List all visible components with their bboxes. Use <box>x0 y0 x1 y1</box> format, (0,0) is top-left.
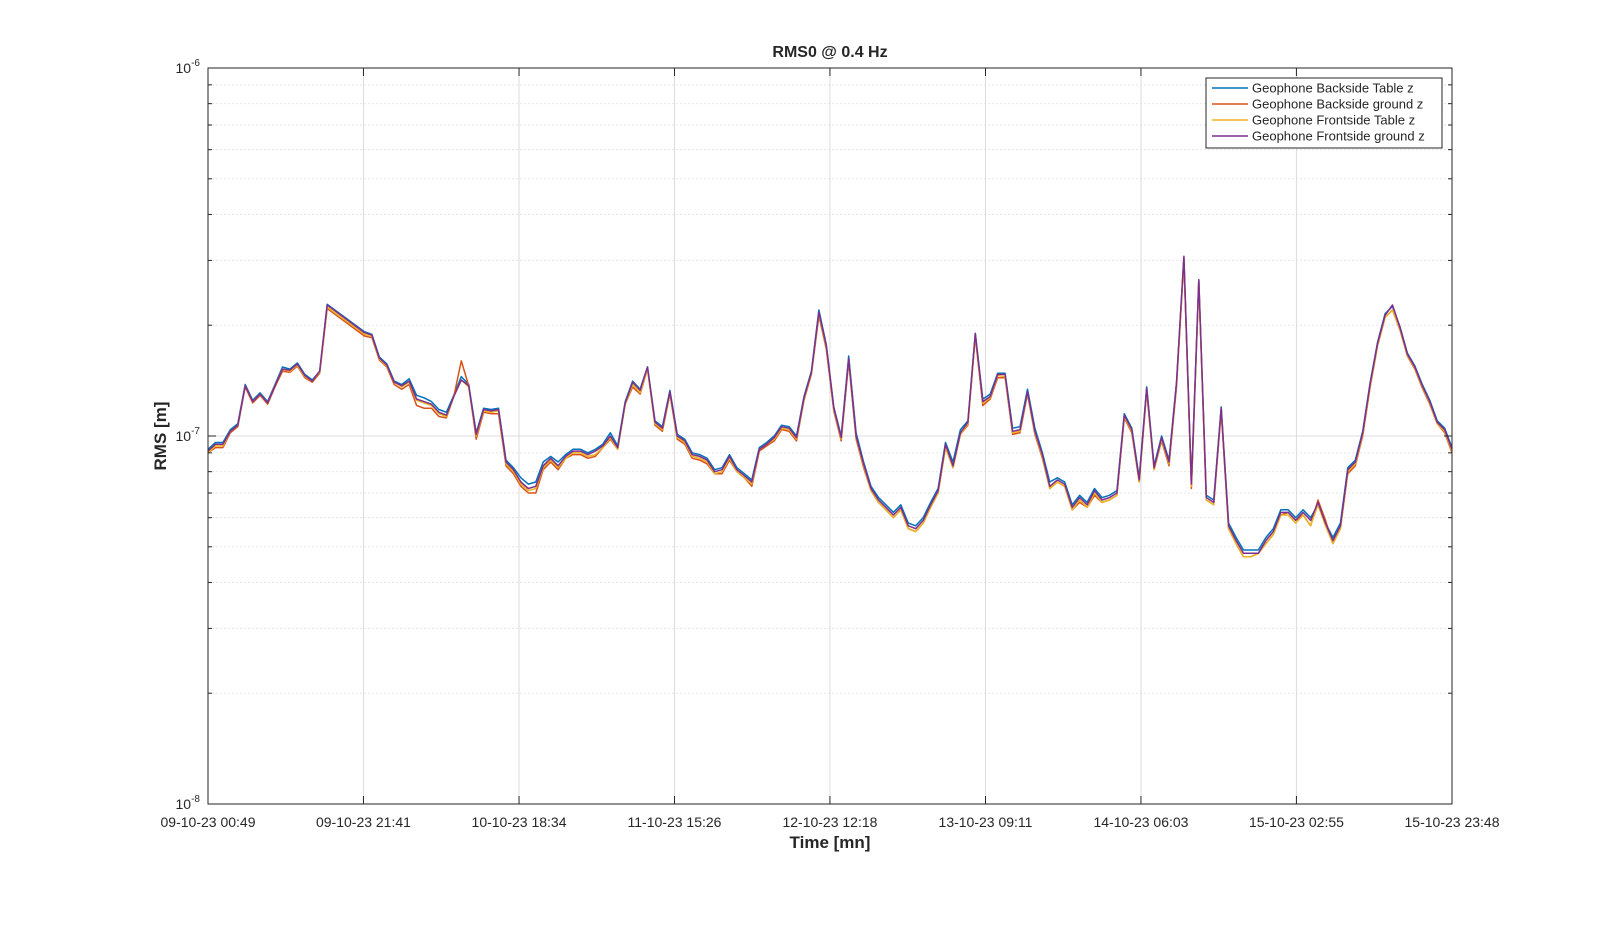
y-tick-label: 10-6 <box>176 58 201 76</box>
y-tick-exponent: -8 <box>191 794 200 805</box>
axis-ticks <box>207 67 1453 805</box>
series-line-4 <box>207 255 1453 555</box>
y-tick-exponent: -7 <box>191 426 200 437</box>
x-tick-label: 14-10-23 06:03 <box>1093 814 1188 830</box>
y-tick-base: 10 <box>176 428 192 444</box>
x-tick-label: 09-10-23 21:41 <box>316 814 411 830</box>
x-tick-label: 13-10-23 09:11 <box>939 814 1033 830</box>
grid <box>207 67 1453 805</box>
chart-title: RMS0 @ 0.4 Hz <box>772 44 887 61</box>
y-tick-exponent: -6 <box>191 58 200 69</box>
x-axis-label: Time [mn] <box>790 833 871 852</box>
legend-label-3: Geophone Frontside Table z <box>1252 113 1415 128</box>
y-tick-label: 10-7 <box>176 426 201 444</box>
x-tick-label: 09-10-23 00:49 <box>161 814 256 830</box>
legend-label-2: Geophone Backside ground z <box>1252 97 1423 112</box>
y-tick-labels: 10-810-710-6 <box>176 58 201 812</box>
y-tick-base: 10 <box>176 60 192 76</box>
y-axis-label: RMS [m] <box>151 402 170 471</box>
x-tick-label: 10-10-23 18:34 <box>472 814 567 830</box>
x-tick-label: 12-10-23 12:18 <box>782 814 877 830</box>
x-tick-label: 15-10-23 23:48 <box>1405 814 1500 830</box>
legend-label-4: Geophone Frontside ground z <box>1252 129 1425 144</box>
y-tick-label: 10-8 <box>176 794 201 812</box>
x-tick-label: 15-10-23 02:55 <box>1249 814 1344 830</box>
x-tick-labels: 09-10-23 00:49 09-10-23 21:41 10-10-23 18:… <box>161 814 1500 830</box>
x-tick-label: 11-10-23 15:26 <box>628 814 722 830</box>
y-tick-base: 10 <box>176 796 192 812</box>
legend-label-1: Geophone Backside Table z <box>1252 81 1414 96</box>
series-lines <box>207 255 1453 558</box>
